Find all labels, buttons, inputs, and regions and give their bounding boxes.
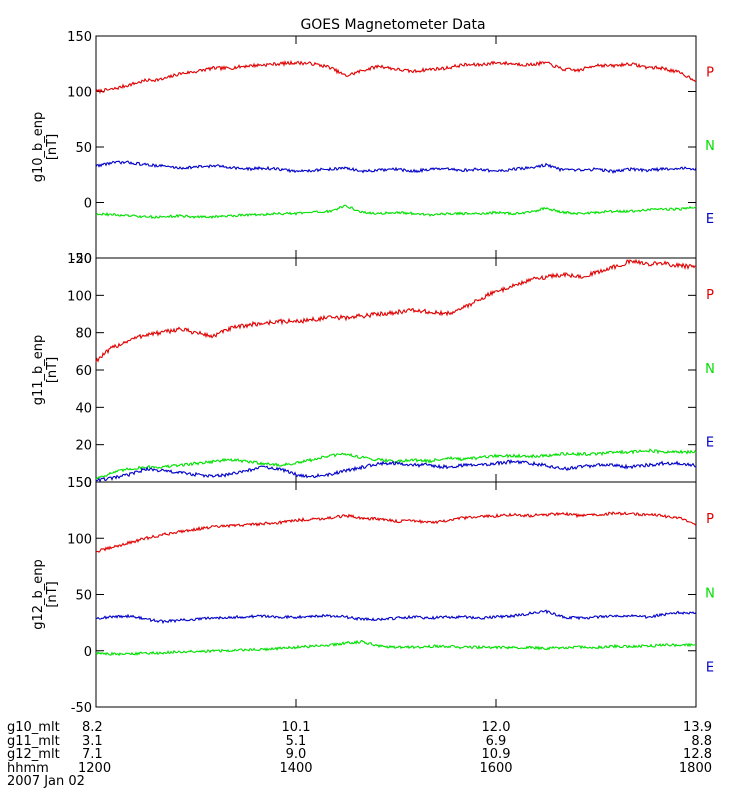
mlt-value: 6.9 [486, 734, 507, 749]
mlt-value: 7.1 [82, 747, 103, 762]
panel-1: 150 100 50 0 -50 g10_b_enp [nT] P N E [31, 30, 715, 267]
y-tick-label: 20 [75, 439, 92, 454]
y-tick-label: 50 [75, 141, 92, 156]
mlt-value: 10.9 [482, 747, 511, 762]
y-axis-unit: [nT] [45, 357, 60, 383]
legend-e: E [706, 212, 714, 227]
y-tick-label: 50 [75, 589, 92, 604]
legend-n: N [705, 139, 715, 154]
panel-2: 120 100 80 60 40 20 0 g11_b_enp [nT] P N E [31, 252, 715, 491]
legend-n: N [705, 362, 715, 377]
series-line-e [95, 459, 697, 483]
panel-frame [95, 257, 697, 483]
chart-title: GOES Magnetometer Data [300, 17, 485, 33]
series-line-p [95, 258, 697, 363]
legend-p: P [706, 66, 714, 81]
mlt-value: 10.1 [282, 720, 311, 735]
panel-frame [95, 481, 697, 708]
y-axis-label: g12_b_enp [31, 559, 46, 630]
series-line-n [95, 204, 697, 220]
mlt-value: 8.8 [691, 734, 712, 749]
x-axis-labels: g10_mlt 8.2 10.1 12.0 13.9 g11_mlt 3.1 5.1 6.9 8.… [7, 720, 712, 789]
y-tick-label: 0 [84, 476, 92, 491]
y-tick-label: 0 [84, 645, 92, 660]
y-tick-label: 100 [67, 86, 92, 101]
y-axis-unit: [nT] [45, 134, 60, 160]
series-line-p [95, 59, 697, 95]
mlt-value: 12.0 [482, 720, 511, 735]
date-label: 2007 Jan 02 [7, 774, 85, 789]
mlt-row-label: g11_mlt [7, 734, 60, 749]
mlt-value: 12.8 [683, 747, 712, 762]
mlt-value: 8.2 [82, 720, 103, 735]
y-tick-label: -50 [71, 701, 92, 716]
mlt-value: 13.9 [683, 720, 712, 735]
legend-e: E [706, 661, 714, 676]
legend-e: E [706, 436, 714, 451]
x-axis-label: hhmm [7, 761, 49, 776]
y-axis-label: g11_b_enp [31, 335, 46, 406]
series-line-e [95, 609, 697, 625]
y-tick-label: 150 [67, 30, 92, 45]
y-axis-label: g10_b_enp [31, 112, 46, 183]
mlt-value: 5.1 [286, 734, 307, 749]
y-axis-unit: [nT] [45, 581, 60, 607]
y-tick-label: 0 [84, 197, 92, 212]
x-tick-label: 1600 [479, 761, 512, 776]
mlt-row-label: g10_mlt [7, 720, 60, 735]
panel-frame [95, 35, 697, 259]
x-tick-label: 1200 [78, 761, 111, 776]
legend-p: P [706, 512, 714, 527]
x-tick-label: 1400 [279, 761, 312, 776]
y-tick-label: 40 [75, 401, 92, 416]
mlt-value: 9.0 [286, 747, 307, 762]
x-tick-label: 1800 [679, 761, 712, 776]
mlt-value: 3.1 [82, 734, 103, 749]
y-tick-label: 60 [75, 364, 92, 379]
y-tick-label: 100 [67, 532, 92, 547]
y-tick-label: 100 [67, 289, 92, 304]
series-line-n [95, 448, 697, 480]
series-line-e [95, 160, 697, 174]
y-tick-label: -50 [71, 252, 92, 267]
mlt-row-label: g12_mlt [7, 747, 60, 762]
legend-n: N [705, 586, 715, 601]
y-tick-label: 150 [67, 476, 92, 491]
series-line-n [95, 639, 697, 657]
y-tick-label: 120 [67, 252, 92, 267]
legend-p: P [706, 288, 714, 303]
y-tick-label: 80 [75, 327, 92, 342]
series-line-p [95, 511, 697, 553]
panel-3: 150 100 50 0 -50 g12_b_enp [nT] P N E [31, 476, 715, 716]
